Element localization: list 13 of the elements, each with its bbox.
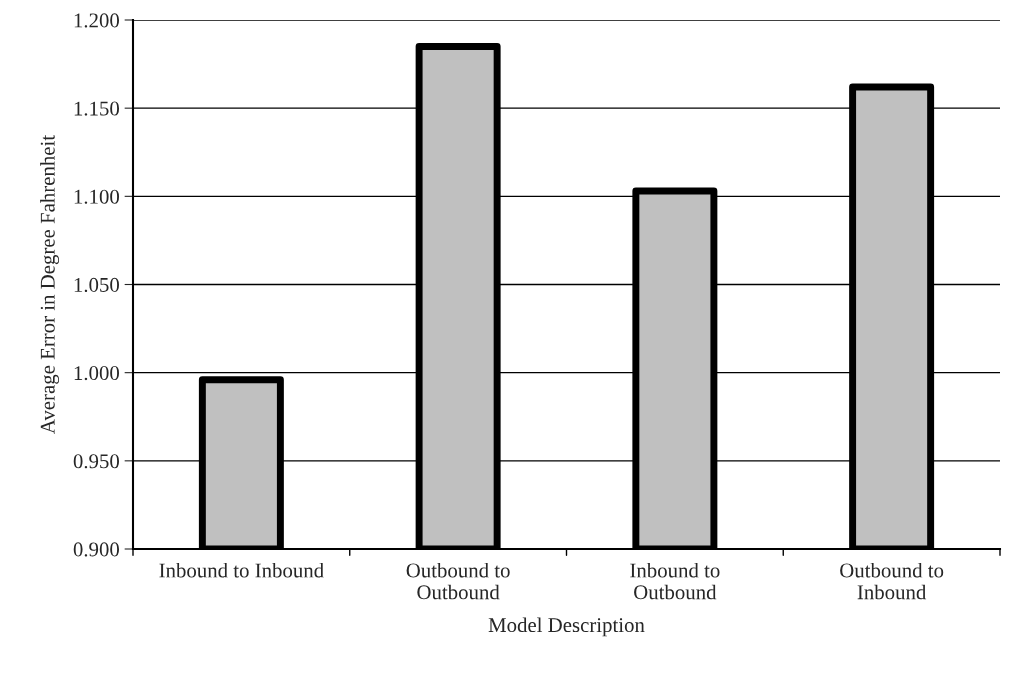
y-tick-label: 1.050 (74, 277, 120, 293)
y-tick-label: 0.900 (73, 542, 120, 557)
x-tick-label: Outbound to Inbound (840, 562, 944, 600)
y-tick-label: 0.950 (73, 454, 120, 469)
x-tick-label: Inbound to Inbound (159, 562, 324, 578)
x-axis-title: Model Description (488, 617, 645, 637)
y-tick-label: 1.000 (74, 366, 120, 381)
y-axis-title: Average Error in Degree Fahrenheit (40, 135, 60, 434)
y-tick-label: 1.100 (74, 189, 120, 204)
x-tick-label: Outbound to Outbound (406, 562, 510, 600)
y-tick-label: 1.150 (74, 101, 120, 116)
x-tick-label: Inbound to Outbound (630, 562, 720, 600)
y-tick-label: 1.200 (74, 13, 120, 28)
